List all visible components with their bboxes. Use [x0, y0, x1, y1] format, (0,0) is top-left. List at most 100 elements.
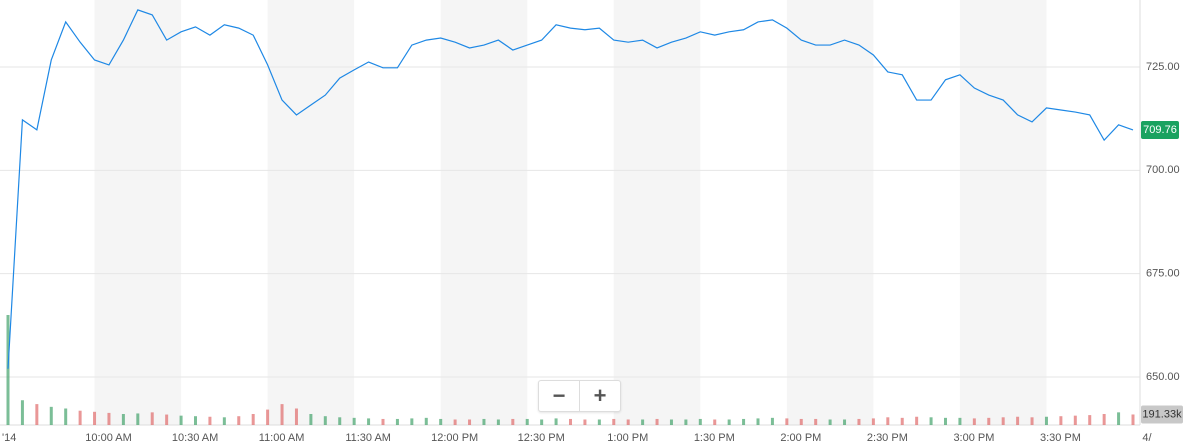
volume-bar — [194, 416, 197, 425]
volume-bar — [583, 419, 587, 425]
volume-bar — [410, 418, 414, 425]
volume-bar — [958, 417, 962, 425]
zoom-out[interactable]: − — [552, 383, 566, 408]
band — [94, 0, 182, 425]
band — [613, 0, 701, 425]
volume-bar — [309, 414, 313, 425]
volume-bar — [742, 418, 746, 425]
volume-bar — [828, 419, 832, 425]
volume-bar — [1059, 416, 1063, 425]
volume-bar — [280, 404, 284, 425]
volume-bar — [482, 418, 486, 425]
volume-bar — [871, 418, 875, 425]
x-tick-label: 4/ — [1142, 432, 1152, 444]
volume-bar — [785, 418, 789, 425]
volume-bar — [511, 418, 515, 425]
volume-bar — [64, 408, 68, 425]
volume-bar — [799, 418, 803, 425]
x-tick-label: 2:00 PM — [780, 432, 821, 444]
volume-bar — [698, 418, 702, 425]
volume-bar — [641, 419, 645, 425]
volume-bar — [886, 417, 890, 425]
volume-badge — [1141, 405, 1183, 424]
zoom-controls: − + — [538, 380, 621, 412]
volume-bar — [367, 418, 371, 425]
volume-bar — [843, 419, 847, 425]
volume-badge-label: 191.33k — [1142, 408, 1182, 420]
x-tick-label: 2:30 PM — [867, 432, 908, 444]
price-badge — [1141, 120, 1179, 139]
volume-bar — [915, 416, 919, 425]
volume-bar — [1001, 417, 1005, 425]
volume-bar — [612, 418, 616, 425]
y-tick-label: 700.00 — [1146, 164, 1180, 176]
volume-bar — [453, 419, 457, 425]
band — [959, 0, 1047, 425]
volume-bar — [93, 411, 97, 425]
price-badge-label: 709.76 — [1143, 124, 1177, 136]
volume-bar — [554, 418, 558, 425]
volume-bar — [150, 412, 154, 425]
y-tick-label: 650.00 — [1146, 371, 1180, 383]
volume-bar — [1117, 412, 1121, 425]
volume-bar — [266, 409, 270, 425]
band — [440, 0, 528, 425]
x-tick-label: 11:00 AM — [259, 432, 305, 444]
volume-bar — [251, 414, 255, 425]
volume-bar — [857, 418, 861, 425]
x-tick-label: 11:30 AM — [345, 432, 391, 444]
volume-bar — [165, 414, 169, 425]
volume-bar — [424, 417, 428, 425]
x-tick-label: 10:00 AM — [85, 432, 131, 444]
volume-bar — [1016, 416, 1020, 425]
x-tick-label: 3:30 PM — [1040, 432, 1081, 444]
volume-bar — [121, 414, 125, 425]
volume-bar — [439, 418, 443, 425]
volume-bar — [222, 417, 226, 425]
price-line — [7, 9, 1134, 369]
volume-bar — [395, 418, 399, 425]
x-tick-label: 12:30 PM — [518, 432, 565, 444]
volume-bar — [1044, 416, 1048, 425]
volume-bar — [900, 417, 904, 425]
volume-bar — [814, 418, 818, 425]
volume-bar — [179, 415, 183, 425]
volume-bar — [20, 400, 24, 425]
volume-bar — [713, 419, 717, 425]
volume-bar — [107, 412, 111, 425]
volume-bar — [381, 418, 385, 425]
volume-bar — [655, 418, 659, 425]
volume-bar — [1102, 414, 1106, 425]
y-tick-label: 675.00 — [1146, 268, 1180, 280]
x-tick-label: 1:00 PM — [607, 432, 648, 444]
volume-bar — [1030, 417, 1034, 425]
x-tick-label: 10:30 AM — [172, 432, 218, 444]
volume-bar — [987, 417, 991, 425]
volume-bar — [569, 418, 572, 425]
volume-bar — [78, 410, 82, 425]
zoom-in[interactable]: + — [579, 381, 620, 411]
volume-bar — [468, 419, 472, 425]
volume-bar — [770, 417, 774, 425]
volume-bar — [294, 408, 298, 425]
x-tick-label: 3:00 PM — [953, 432, 994, 444]
volume-bar — [136, 413, 140, 425]
volume-bar — [352, 417, 356, 425]
volume-bar — [237, 416, 241, 425]
volume-bar — [540, 419, 544, 425]
volume-bar — [597, 419, 601, 425]
volume-bar — [525, 418, 529, 425]
volume-bar — [6, 315, 10, 425]
volume-bar — [944, 417, 947, 425]
volume-bar — [669, 419, 673, 425]
volume-bar — [1073, 415, 1077, 425]
volume-bar — [626, 419, 630, 425]
volume-bar — [208, 416, 212, 425]
x-tick-label: '14 — [2, 432, 16, 444]
band — [267, 0, 355, 425]
volume-bar — [756, 418, 760, 425]
x-tick-label: 1:30 PM — [694, 432, 735, 444]
x-tick-label: 12:00 PM — [431, 432, 478, 444]
